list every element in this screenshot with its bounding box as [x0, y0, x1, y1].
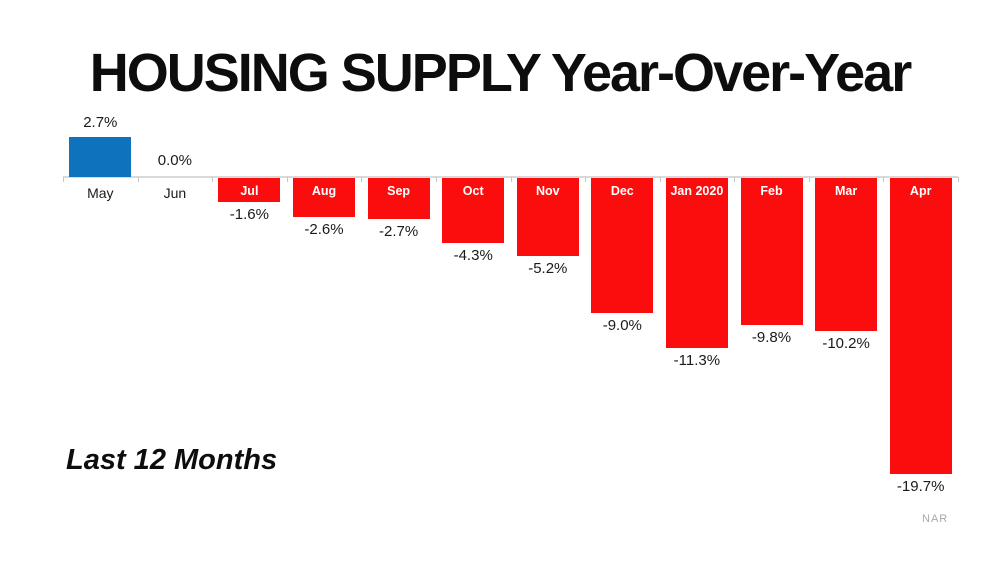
x-axis-tick	[585, 177, 587, 182]
value-label-nov: -5.2%	[528, 260, 568, 277]
x-axis-tick	[361, 177, 363, 182]
bar-oct	[442, 178, 505, 243]
bar-nov	[516, 178, 579, 256]
x-axis-label-oct: Oct	[462, 184, 484, 198]
x-axis-tick	[958, 177, 959, 182]
value-label-jan-2020: -11.3%	[673, 351, 721, 369]
x-axis-label-sep: Sep	[387, 184, 411, 198]
bar-sep	[367, 178, 430, 219]
x-axis-tick	[286, 177, 288, 182]
x-axis-tick	[212, 177, 214, 182]
x-axis-label-apr: Apr	[909, 184, 932, 198]
annotation-last-12-months: Last 12 Months	[66, 444, 278, 476]
x-axis-label-may: May	[87, 185, 114, 201]
x-axis-tick	[883, 177, 885, 182]
x-axis-tick	[734, 177, 736, 182]
x-axis-tick	[137, 177, 139, 182]
x-axis-tick	[63, 177, 64, 182]
chart-title: HOUSING SUPPLY Year-Over-Year	[89, 43, 912, 103]
value-label-jun: 0.0%	[157, 152, 192, 169]
bar-jul	[218, 178, 281, 202]
value-label-mar: -10.2%	[822, 335, 870, 352]
x-axis-label-aug: Aug	[311, 184, 337, 198]
value-label-feb: -9.8%	[751, 329, 792, 346]
value-label-jul: -1.6%	[229, 206, 269, 223]
source-label: NAR	[922, 513, 949, 525]
x-axis-tick	[659, 177, 661, 182]
x-axis-label-nov: Nov	[535, 184, 560, 198]
value-label-oct: -4.3%	[453, 246, 493, 264]
bar-feb	[740, 178, 803, 325]
value-label-dec: -9.0%	[602, 317, 642, 334]
bar-dec	[591, 178, 654, 313]
value-label-apr: -19.7%	[896, 477, 945, 495]
bar-may	[69, 136, 132, 177]
x-axis-label-jul: Jul	[240, 184, 259, 198]
x-axis-label-feb: Feb	[760, 184, 783, 198]
x-axis-label-dec: Dec	[610, 184, 634, 198]
value-label-sep: -2.7%	[379, 222, 419, 240]
bar-apr	[889, 178, 952, 474]
x-axis-label-jan-2020: Jan 2020	[670, 184, 724, 198]
x-axis-tick	[510, 177, 512, 182]
x-axis-tick	[435, 177, 437, 182]
bar-jan-2020	[665, 178, 728, 348]
x-axis-label-mar: Mar	[834, 184, 858, 198]
bar-mar	[815, 178, 878, 331]
x-axis-tick	[808, 177, 810, 182]
x-axis-label-jun: Jun	[163, 185, 187, 201]
bar-aug	[293, 178, 355, 217]
value-label-aug: -2.6%	[304, 221, 344, 238]
value-label-may: 2.7%	[83, 113, 118, 131]
